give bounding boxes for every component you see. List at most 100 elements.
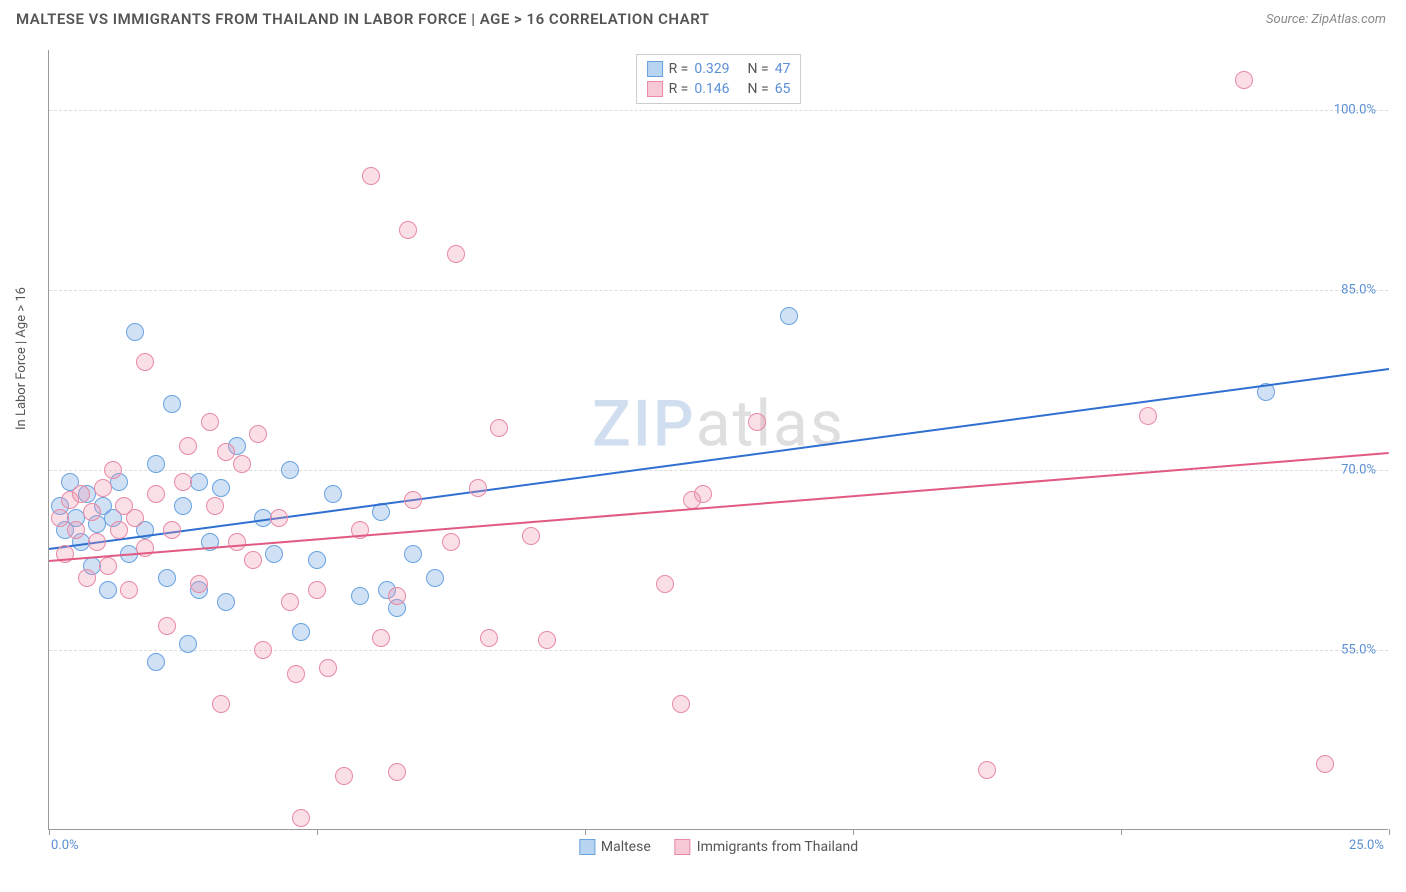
y-axis-label: In Labor Force | Age > 16: [14, 287, 29, 430]
scatter-point: [72, 485, 90, 503]
scatter-point: [99, 557, 117, 575]
scatter-point: [244, 551, 262, 569]
scatter-point: [780, 307, 798, 325]
scatter-point: [201, 413, 219, 431]
scatter-point: [292, 623, 310, 641]
scatter-point: [126, 323, 144, 341]
scatter-point: [1235, 71, 1253, 89]
legend-swatch: [675, 839, 691, 855]
scatter-point: [324, 485, 342, 503]
scatter-point: [319, 659, 337, 677]
scatter-point: [158, 569, 176, 587]
scatter-point: [656, 575, 674, 593]
scatter-point: [442, 533, 460, 551]
scatter-point: [158, 617, 176, 635]
scatter-point: [281, 593, 299, 611]
scatter-point: [388, 587, 406, 605]
scatter-point: [179, 635, 197, 653]
y-tick-label: 55.0%: [1341, 643, 1376, 658]
legend-swatch: [647, 61, 663, 77]
scatter-point: [51, 509, 69, 527]
watermark: ZIPatlas: [592, 386, 845, 461]
n-value: 47: [775, 61, 791, 77]
scatter-point: [426, 569, 444, 587]
scatter-point: [978, 761, 996, 779]
scatter-point: [362, 167, 380, 185]
scatter-point: [78, 569, 96, 587]
scatter-point: [335, 767, 353, 785]
scatter-point: [447, 245, 465, 263]
gridline: [49, 290, 1388, 291]
x-tick: [1121, 829, 1122, 835]
scatter-point: [83, 503, 101, 521]
scatter-point: [99, 581, 117, 599]
scatter-point: [233, 455, 251, 473]
scatter-point: [67, 521, 85, 539]
scatter-point: [281, 461, 299, 479]
scatter-point: [265, 545, 283, 563]
y-tick-label: 70.0%: [1341, 463, 1376, 478]
legend-stat-row: R = 0.146 N = 65: [647, 79, 791, 99]
legend-swatch: [579, 839, 595, 855]
scatter-point: [126, 509, 144, 527]
scatter-point: [1139, 407, 1157, 425]
scatter-point: [147, 485, 165, 503]
scatter-point: [174, 497, 192, 515]
legend-swatch: [647, 81, 663, 97]
scatter-point: [672, 695, 690, 713]
n-value: 65: [775, 81, 791, 97]
n-label: N =: [748, 81, 769, 97]
legend-stat-row: R = 0.329 N = 47: [647, 59, 791, 79]
scatter-point: [399, 221, 417, 239]
gridline: [49, 110, 1388, 111]
gridline: [49, 650, 1388, 651]
scatter-point: [404, 545, 422, 563]
r-label: R =: [669, 81, 689, 97]
scatter-point: [206, 497, 224, 515]
scatter-point: [254, 641, 272, 659]
scatter-point: [270, 509, 288, 527]
scatter-point: [94, 479, 112, 497]
scatter-point: [748, 413, 766, 431]
scatter-point: [1316, 755, 1334, 773]
x-tick: [1389, 829, 1390, 835]
scatter-point: [163, 521, 181, 539]
x-tick: [317, 829, 318, 835]
scatter-point: [490, 419, 508, 437]
r-label: R =: [669, 61, 689, 77]
legend-series-label: Maltese: [601, 839, 651, 855]
chart-plot-area: ZIPatlas R =0.329N =47R =0.146N =65 Malt…: [48, 50, 1388, 830]
scatter-point: [228, 533, 246, 551]
scatter-point: [136, 353, 154, 371]
scatter-point: [217, 593, 235, 611]
legend-series-item: Immigrants from Thailand: [675, 839, 858, 855]
scatter-point: [351, 587, 369, 605]
scatter-point: [469, 479, 487, 497]
scatter-point: [212, 695, 230, 713]
x-tick: [585, 829, 586, 835]
scatter-point: [179, 437, 197, 455]
correlation-legend: R = 0.329 N = 47 R = 0.146 N = 65: [636, 54, 802, 104]
scatter-point: [308, 551, 326, 569]
scatter-point: [404, 491, 422, 509]
scatter-point: [147, 455, 165, 473]
series-legend: Maltese Immigrants from Thailand: [579, 839, 858, 855]
y-tick-label: 100.0%: [1334, 103, 1376, 118]
r-value: 0.146: [694, 81, 729, 97]
scatter-point: [522, 527, 540, 545]
r-value: 0.329: [694, 61, 729, 77]
scatter-point: [120, 581, 138, 599]
scatter-point: [104, 461, 122, 479]
scatter-point: [388, 763, 406, 781]
y-tick-label: 85.0%: [1341, 283, 1376, 298]
scatter-point: [292, 809, 310, 827]
n-label: N =: [748, 61, 769, 77]
scatter-point: [683, 491, 701, 509]
scatter-point: [480, 629, 498, 647]
x-tick-label: 25.0%: [1349, 838, 1384, 853]
scatter-point: [147, 653, 165, 671]
x-tick: [853, 829, 854, 835]
legend-series-label: Immigrants from Thailand: [697, 839, 858, 855]
source-attribution: Source: ZipAtlas.com: [1266, 12, 1386, 27]
scatter-point: [212, 479, 230, 497]
